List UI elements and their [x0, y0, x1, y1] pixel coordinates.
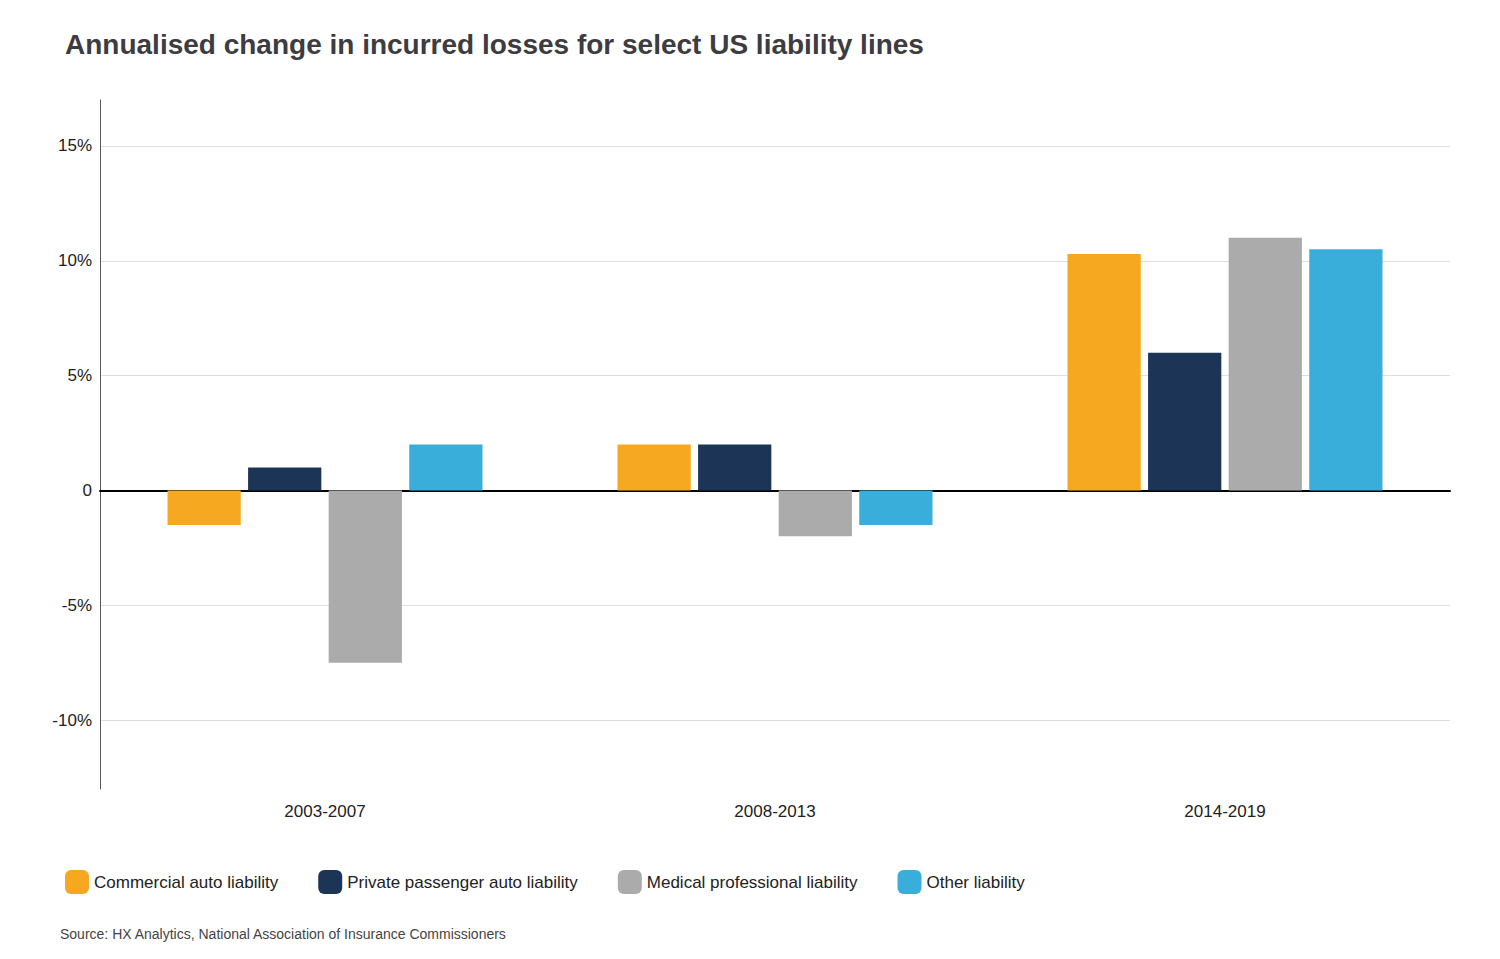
svg-text:Source: HX Analytics, National: Source: HX Analytics, National Associati…	[60, 926, 506, 942]
svg-text:2008-2013: 2008-2013	[734, 802, 815, 821]
svg-text:5%: 5%	[67, 366, 92, 385]
svg-text:Other liability: Other liability	[927, 873, 1026, 892]
svg-text:Private passenger auto liabili: Private passenger auto liability	[347, 873, 578, 892]
svg-text:-10%: -10%	[52, 711, 92, 730]
svg-text:15%: 15%	[58, 136, 92, 155]
svg-text:2014-2019: 2014-2019	[1184, 802, 1265, 821]
svg-text:Annualised change in incurred: Annualised change in incurred losses for…	[65, 29, 924, 60]
svg-text:10%: 10%	[58, 251, 92, 270]
svg-text:-5%: -5%	[62, 596, 92, 615]
svg-text:Commercial auto liability: Commercial auto liability	[94, 873, 279, 892]
svg-text:Medical professional liability: Medical professional liability	[647, 873, 858, 892]
svg-text:2003-2007: 2003-2007	[284, 802, 365, 821]
svg-text:0: 0	[83, 481, 92, 500]
